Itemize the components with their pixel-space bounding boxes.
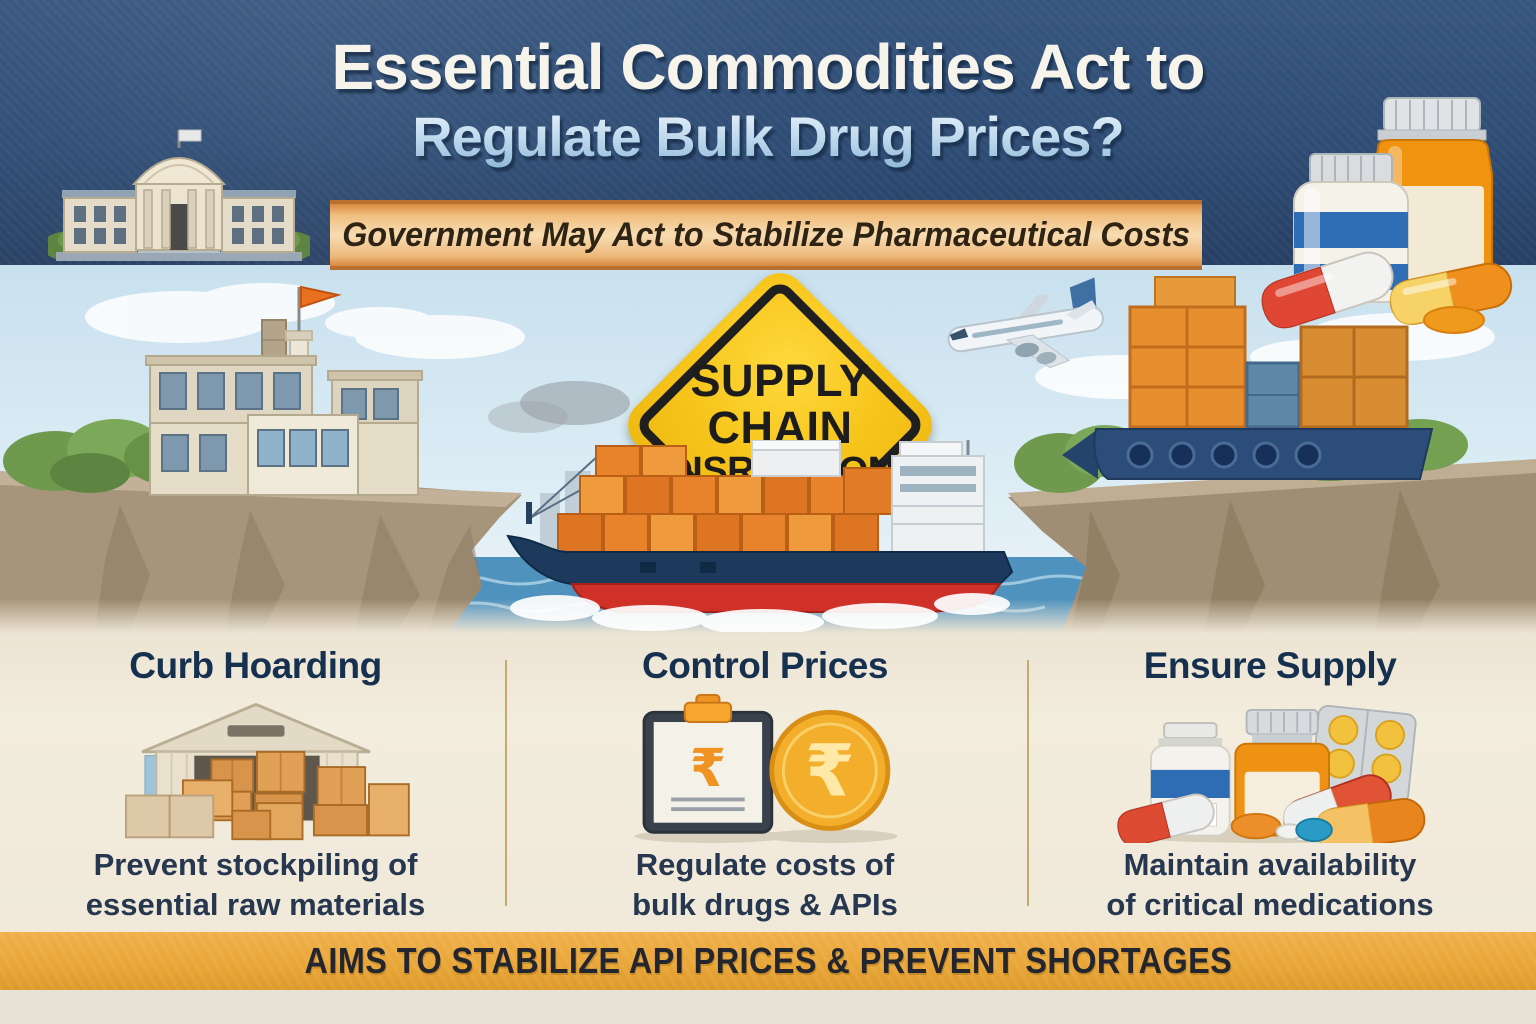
footer-banner: AIMS TO STABILIZE API PRICES & PREVENT S… <box>0 932 1536 990</box>
column-divider-right <box>1027 660 1029 906</box>
orange-tablet <box>1423 306 1485 334</box>
smoke-cloud <box>488 381 630 433</box>
column-1-heading: Curb Hoarding <box>129 645 382 686</box>
waves <box>510 593 1010 632</box>
medicine-bottles-and-pills-icon <box>1117 704 1426 843</box>
column-curb-hoarding: Curb Hoarding <box>28 633 483 932</box>
column-2-heading: Control Prices <box>642 645 888 686</box>
column-3-heading: Ensure Supply <box>1143 645 1397 686</box>
column-control-prices: Control Prices ₹ ₹ Regulate costs of bul… <box>528 633 1002 932</box>
cargo-barge <box>1062 276 1434 480</box>
ship-superstructure <box>891 440 985 553</box>
title-line-2: Regulate Bulk Drug Prices? <box>0 104 1536 169</box>
column-ensure-supply: Ensure Supply <box>1038 633 1502 932</box>
warehouse-boxes-icon <box>124 702 410 841</box>
column-2-description: Regulate costs of bulk drugs & APIs <box>632 847 898 923</box>
title-line-1: Essential Commodities Act to <box>331 31 1206 103</box>
column-3-description: Maintain availability of critical medica… <box>1106 847 1434 923</box>
column-divider-left <box>505 660 507 906</box>
blister-pack <box>1310 704 1417 805</box>
rupee-symbol-coin: ₹ <box>805 730 855 813</box>
pill-bottles-icon <box>1261 97 1513 334</box>
sign-line-1: SUPPLY <box>690 355 870 407</box>
rupee-coin <box>769 709 891 831</box>
benefits-section: Curb Hoarding <box>0 633 1536 932</box>
subtitle-text: Government May Act to Stabilize Pharmace… <box>342 215 1190 254</box>
container-ship-icon <box>506 440 1014 632</box>
column-1-description: Prevent stockpiling of essential raw mat… <box>85 847 426 923</box>
orange-tablet-small <box>1230 813 1282 840</box>
left-cliff <box>0 471 522 633</box>
red-white-capsule <box>1261 251 1394 329</box>
cargo-boxes <box>124 750 410 841</box>
blue-tablet-small <box>1295 817 1333 843</box>
rupee-clipboard-and-coin-icon: ₹ ₹ <box>634 693 898 843</box>
rupee-symbol-clipboard: ₹ <box>690 739 726 799</box>
bottom-strip <box>0 990 1536 1024</box>
red-white-capsule-small <box>1117 793 1215 843</box>
factory-building <box>145 285 423 496</box>
subtitle-banner: Government May Act to Stabilize Pharmace… <box>330 200 1202 270</box>
footer-banner-text: AIMS TO STABILIZE API PRICES & PREVENT S… <box>304 940 1232 981</box>
orange-capsule-large <box>1315 797 1426 843</box>
airplane-icon <box>947 277 1104 369</box>
government-building-icon <box>48 129 310 261</box>
